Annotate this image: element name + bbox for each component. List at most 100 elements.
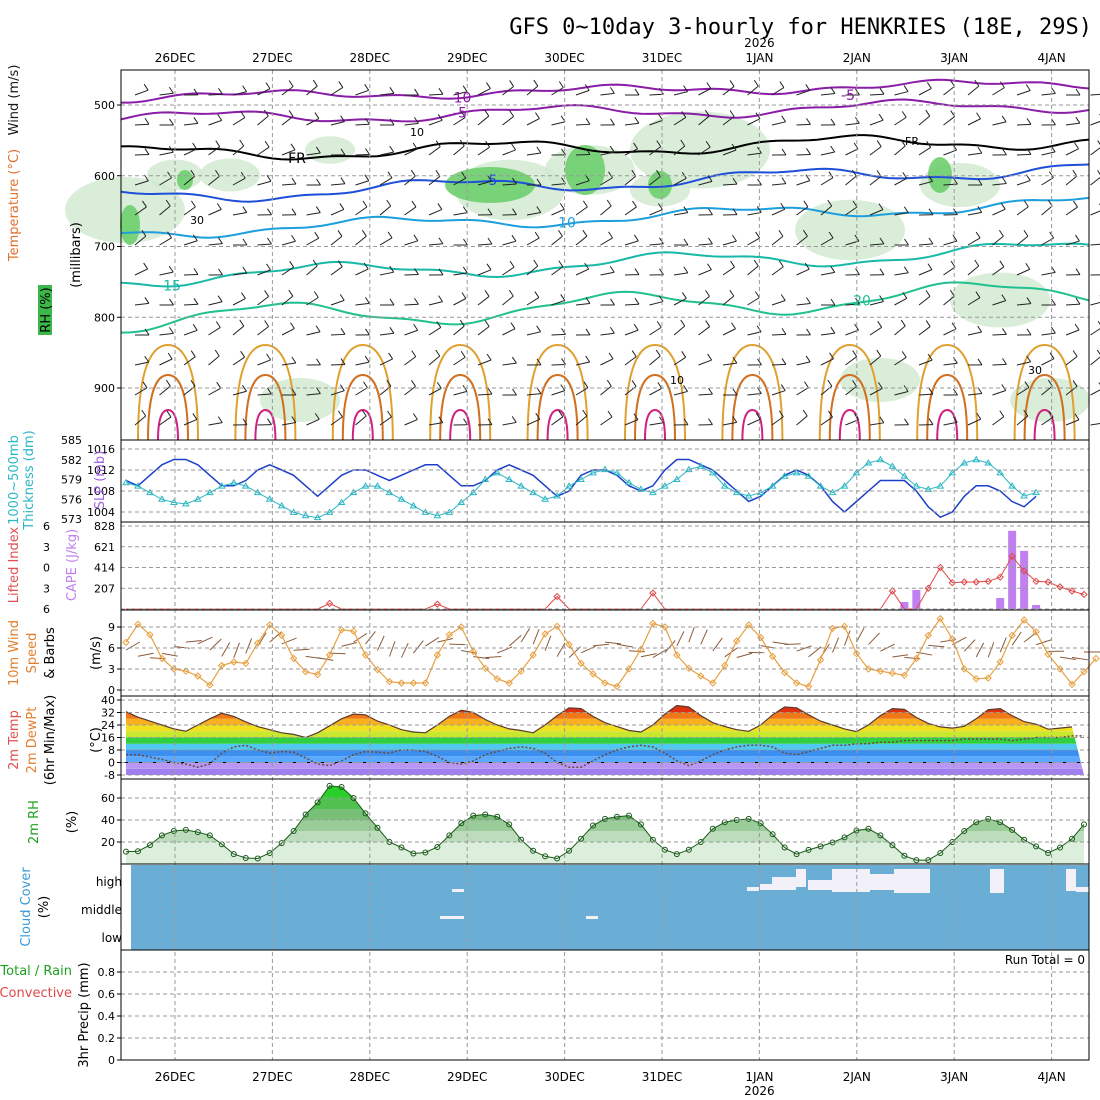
wind-barb-flag (855, 268, 860, 275)
wind-barb-flag (902, 292, 908, 299)
wind-barb (722, 149, 737, 156)
wind-barb (330, 299, 345, 306)
rh-contour-label: 10 (670, 374, 684, 387)
rh-band (126, 820, 1084, 831)
wind-barb-flag (1072, 380, 1078, 387)
wind-barb (1041, 93, 1056, 96)
wind-barb-flag (953, 388, 958, 396)
wind-barb-flag (214, 349, 220, 357)
wind-barb (943, 266, 956, 276)
rh-point (350, 795, 357, 801)
wind-barb-flag (459, 139, 465, 147)
wind-barb (1016, 90, 1031, 96)
cape-bar (900, 601, 909, 609)
thickness-point (181, 499, 190, 507)
wind-barb-flag (999, 410, 1005, 418)
y-tick-label: 3 (108, 663, 115, 676)
wind-barb (330, 208, 345, 216)
wind-barb (330, 363, 346, 366)
thickness-tick-label: 573 (61, 513, 82, 526)
date-label-bottom: 29DEC (447, 1070, 487, 1084)
wind-barb (257, 146, 270, 156)
temperature-contour (120, 163, 1090, 203)
wind-barb-flag (656, 321, 662, 328)
thickness-tick-label: 585 (61, 434, 82, 447)
wind-barb-flag (999, 260, 1005, 268)
wind-barb (404, 148, 418, 156)
rh-point (554, 855, 561, 862)
contour-label: -5 (841, 88, 855, 104)
wind-barb-flag (315, 206, 321, 213)
wind-barb-flag (706, 82, 712, 89)
wind-barb (159, 205, 171, 216)
thickness-point (984, 459, 993, 466)
wind-barb (477, 269, 492, 276)
rh-point (158, 832, 165, 839)
wind-barb (575, 387, 589, 396)
wind-speed-point (541, 630, 549, 638)
wind-barb (1041, 385, 1053, 396)
wind-speed-point (1032, 628, 1040, 636)
thickness-point (660, 482, 669, 489)
wind-barb-flag (487, 237, 493, 245)
rh-band (126, 831, 1084, 842)
wind-barb-flag (683, 418, 689, 426)
wind-speed-point (349, 627, 358, 635)
wind-barb (624, 356, 637, 366)
rh-point (985, 815, 992, 822)
rh-point (1045, 850, 1052, 856)
wind-barb (722, 266, 735, 276)
wind-barb (967, 297, 981, 306)
wind-barb (526, 331, 541, 336)
wind-barb-10m (928, 644, 945, 648)
wind-speed-point (780, 668, 789, 677)
wind-barb-flag (802, 229, 808, 237)
wind-barb-flag (705, 290, 710, 297)
wind-barb-10m (233, 642, 240, 658)
cloud-cover-clear (1076, 887, 1089, 892)
wind-barb (551, 266, 564, 276)
wind-barb-flag (657, 382, 663, 389)
wind-barb (673, 297, 687, 306)
wind-speed-point (146, 630, 154, 639)
y-tick-label: 6 (108, 642, 115, 655)
wind-barb-flag (558, 410, 564, 418)
wind-barb (796, 206, 809, 216)
wind-barb-flag (414, 88, 419, 96)
wind-speed-point (685, 664, 693, 673)
wind-barb-flag (1023, 409, 1029, 417)
wind-barb (771, 183, 786, 186)
wind-barb-10m (377, 635, 385, 651)
wind-barb (918, 146, 931, 156)
wind-barb-flag (781, 148, 787, 156)
temperature-contour (120, 98, 1090, 123)
cloud-level-label: middle (81, 903, 122, 917)
wind-barb (232, 298, 246, 306)
wind-barb-flag (266, 174, 272, 182)
wind-speed-point (182, 667, 190, 675)
rh-point (506, 821, 513, 828)
wind-barb (918, 243, 933, 246)
cloud-cover-area (131, 865, 1089, 950)
wind-barb-flag (486, 353, 492, 361)
wind-barb (159, 358, 173, 366)
li-point (649, 589, 657, 597)
slp-line (125, 458, 1037, 519)
wind-barb (502, 362, 517, 366)
wind-barb (428, 93, 444, 96)
wind-barb-flag (656, 140, 662, 147)
wind-barb (918, 180, 933, 186)
wind-barb (330, 87, 344, 96)
wind-barb-flag (634, 297, 640, 305)
wind-barb-flag (364, 84, 370, 91)
wind-barb-flag (364, 297, 370, 304)
wind-barb-flag (804, 262, 810, 270)
wind-barb-flag (852, 350, 858, 357)
wind-barb-flag (511, 416, 517, 423)
temperature-band (126, 706, 1084, 713)
wind-barb-flag (975, 231, 981, 239)
wind-barb (992, 208, 1006, 216)
y-tick-label: 0.4 (98, 1010, 116, 1023)
y-tick-label: 600 (94, 170, 115, 183)
